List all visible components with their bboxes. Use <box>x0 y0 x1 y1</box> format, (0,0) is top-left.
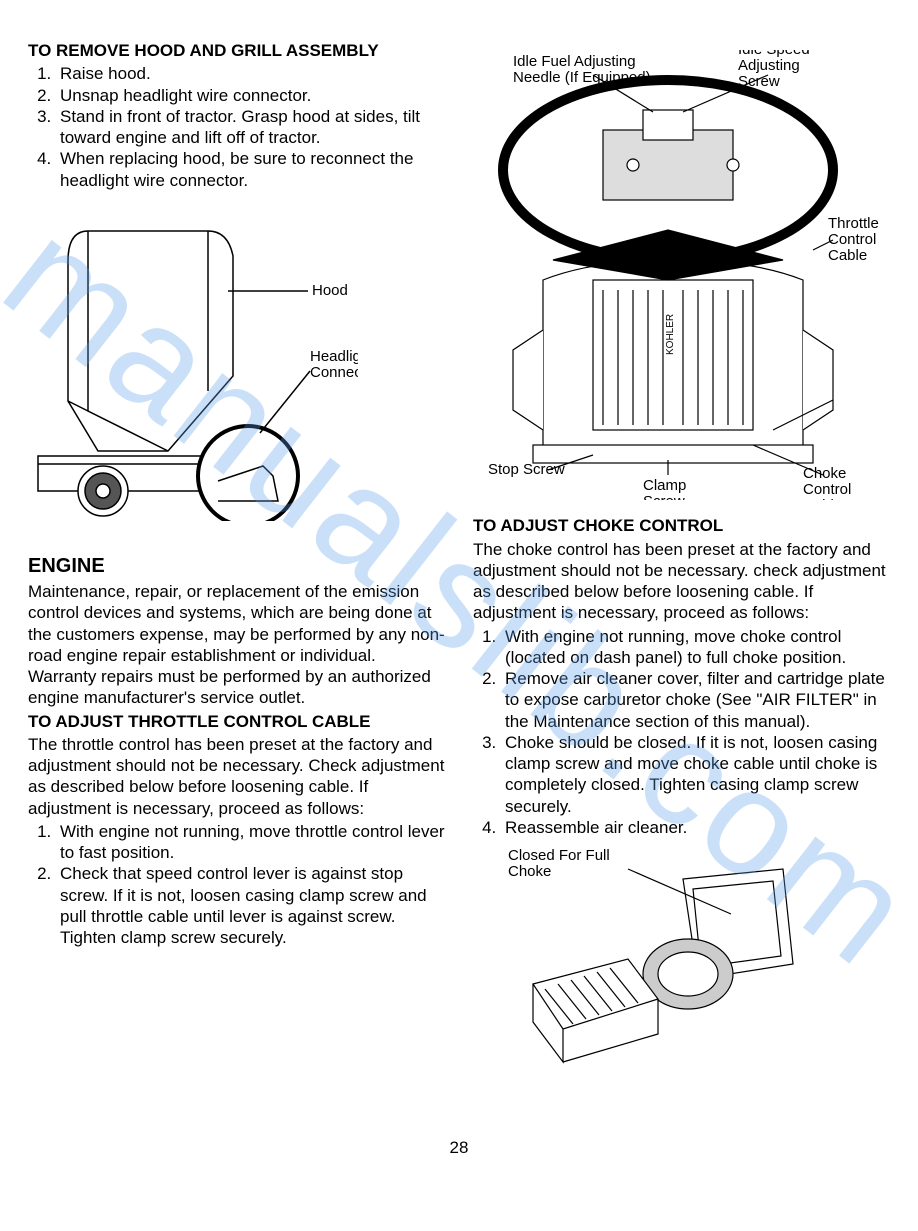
steps-throttle: With engine not running, move throttle c… <box>48 821 445 949</box>
diagram-hood: Hood Headlight Wire Connector <box>28 201 445 526</box>
label-stop: Stop Screw <box>488 461 565 478</box>
heading-remove-hood: TO REMOVE HOOD AND GRILL ASSEMBLY <box>28 40 445 61</box>
list-item: Stand in front of tractor. Grasp hood at… <box>56 106 445 149</box>
steps-remove-hood: Raise hood. Unsnap headlight wire connec… <box>48 63 445 191</box>
body-throttle: The throttle control has been preset at … <box>28 734 445 819</box>
label-choke: Choke Control Cable <box>803 465 856 500</box>
label-idle-fuel: Idle Fuel Adjusting Needle (If Equipped) <box>513 53 651 86</box>
list-item: Choke should be closed. If it is not, lo… <box>501 732 890 817</box>
list-item: Check that speed control lever is agains… <box>56 863 445 948</box>
diagram-engine: Idle Fuel Adjusting Needle (If Equipped)… <box>473 50 890 505</box>
page-number: 28 <box>0 1137 918 1158</box>
list-item: With engine not running, move choke cont… <box>501 626 890 669</box>
label-throttle: Throttle Control Cable <box>828 215 883 264</box>
left-column: TO REMOVE HOOD AND GRILL ASSEMBLY Raise … <box>28 40 445 1079</box>
steps-choke: With engine not running, move choke cont… <box>493 626 890 839</box>
label-headlight: Headlight Wire Connector <box>310 348 358 381</box>
heading-choke: TO ADJUST CHOKE CONTROL <box>473 515 890 536</box>
label-brand: KOHLER <box>665 314 676 355</box>
right-column: Idle Fuel Adjusting Needle (If Equipped)… <box>473 40 890 1079</box>
label-idle-speed: Idle Speed Adjusting Screw <box>738 50 814 90</box>
list-item: Unsnap headlight wire connector. <box>56 85 445 106</box>
label-hood: Hood <box>312 282 348 299</box>
body-engine: Maintenance, repair, or replacement of t… <box>28 581 445 709</box>
label-closed-choke: Closed For Full Choke <box>508 847 614 880</box>
label-clamp: Clamp Screw <box>643 477 691 500</box>
heading-engine: ENGINE <box>28 554 445 579</box>
list-item: Raise hood. <box>56 63 445 84</box>
body-choke: The choke control has been preset at the… <box>473 539 890 624</box>
list-item: With engine not running, move throttle c… <box>56 821 445 864</box>
list-item: When replacing hood, be sure to reconnec… <box>56 148 445 191</box>
list-item: Remove air cleaner cover, filter and car… <box>501 668 890 732</box>
page-content: TO REMOVE HOOD AND GRILL ASSEMBLY Raise … <box>28 40 890 1079</box>
list-item: Reassemble air cleaner. <box>501 817 890 838</box>
diagram-air-cleaner: Closed For Full Choke <box>473 844 890 1069</box>
heading-throttle: TO ADJUST THROTTLE CONTROL CABLE <box>28 711 445 732</box>
